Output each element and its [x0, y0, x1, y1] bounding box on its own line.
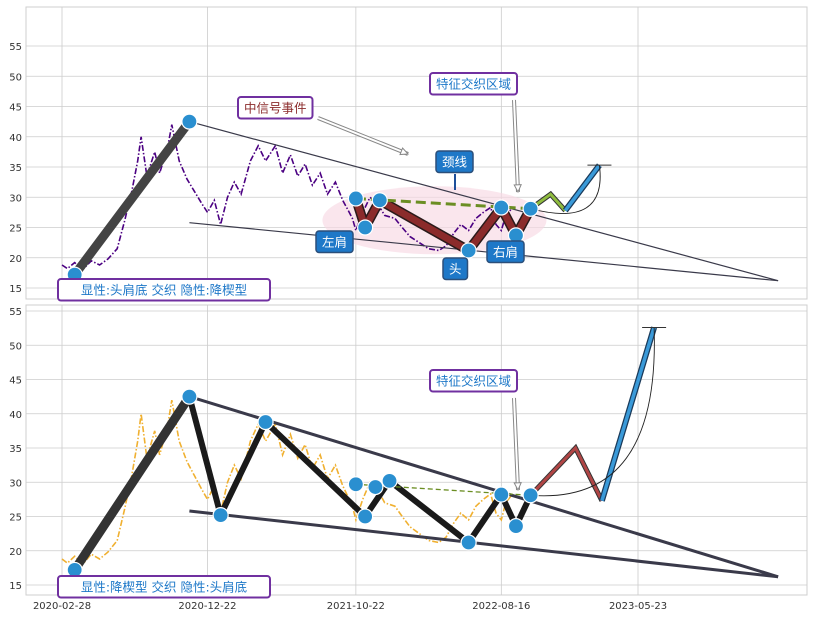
pattern-node [181, 388, 198, 405]
bottom-pattern-label: 显性:降楔型 交织 隐性:头肩底 [81, 579, 247, 594]
top-y-tick-label: 35 [9, 163, 22, 174]
rise-leg-path [70, 392, 194, 575]
left-shoulder-label-box [315, 230, 354, 254]
head-label: 头 [449, 261, 462, 276]
top-y-tick-label: 55 [9, 42, 22, 53]
pattern-node [522, 200, 539, 217]
rise-leg-path [70, 117, 194, 280]
pattern-node [381, 472, 398, 489]
bottom-y-tick-label: 55 [9, 307, 22, 318]
left-shoulder-label: 左肩 [322, 234, 347, 249]
bottom-y-tick-label: 15 [9, 581, 22, 592]
top-y-tick-label: 40 [9, 133, 22, 144]
projection-target [563, 164, 601, 212]
cross-zone-arrow-shaft-inner [513, 397, 519, 491]
top-y-tick-label: 20 [9, 254, 22, 265]
x-tick-label: 2023-05-23 [609, 601, 667, 612]
wedge-lower-line [189, 509, 779, 579]
projection-target [600, 326, 656, 502]
bottom-y-tick-label: 50 [9, 341, 22, 352]
right-shoulder-label: 右肩 [493, 244, 518, 259]
pattern-node [460, 242, 477, 259]
cross-zone-arrow-head [513, 184, 522, 194]
pattern-node [347, 476, 364, 493]
head-label-box [442, 257, 469, 281]
x-tick-label: 2020-12-22 [178, 601, 236, 612]
signal-event-label: 中信号事件 [244, 100, 307, 115]
top-y-tick-label: 45 [9, 103, 22, 114]
bottom-y-tick-label: 35 [9, 444, 22, 455]
neckline-label-box [435, 150, 474, 174]
signal-event-arrow-head [399, 147, 410, 156]
cross-zone-label-box [429, 72, 518, 96]
signal-event-label-box [237, 96, 314, 120]
bottom-panel: 15 20 25 30 35 40 45 50 55 2020-02-28 2020-12-22 20… [9, 304, 808, 612]
bottom-pattern-label-box [57, 278, 271, 302]
pattern-node [371, 192, 388, 209]
wedge-upper-line [188, 395, 779, 579]
cross-zone-arrow-head [513, 482, 522, 492]
top-y-tick-label: 30 [9, 193, 22, 204]
bottom-y-tick-label: 45 [9, 376, 22, 387]
cross-zone-label-box [429, 369, 518, 393]
x-tick-label: 2020-02-28 [33, 601, 91, 612]
pattern-node [357, 219, 374, 236]
projection-arc [530, 165, 601, 214]
x-tick-label: 2022-08-16 [472, 601, 530, 612]
pattern-node [493, 199, 510, 216]
right-shoulder-label-box [486, 240, 525, 264]
bottom-pattern-label: 显性:头肩底 交织 隐性:降楔型 [81, 282, 247, 297]
projection-arc [530, 327, 655, 497]
pattern-node [347, 190, 364, 207]
pattern-node [460, 534, 477, 551]
pattern-node [367, 478, 384, 496]
wedge-upper-line [189, 121, 779, 282]
wedge-lower-line [189, 222, 779, 282]
neckline-label: 颈线 [442, 154, 468, 169]
top-y-tick-label: 25 [9, 224, 22, 235]
pattern-node [212, 507, 229, 524]
bottom-y-tick-label: 25 [9, 513, 22, 524]
bottom-y-tick-label: 40 [9, 410, 22, 421]
cross-zone-label: 特征交织区域 [436, 76, 511, 91]
bottom-y-tick-label: 30 [9, 478, 22, 489]
pattern-node [357, 508, 374, 525]
cross-zone-label: 特征交织区域 [436, 373, 511, 388]
cross-zone-arrow-shaft-inner [513, 99, 519, 193]
pattern-node [493, 486, 510, 503]
top-y-tick-label: 15 [9, 284, 22, 295]
bottom-y-tick-label: 20 [9, 547, 22, 558]
pattern-node [181, 113, 198, 130]
bottom-plot-frame [25, 304, 808, 596]
pattern-node [257, 413, 274, 431]
wedge-path [71, 393, 534, 573]
projection-zigzag [529, 445, 604, 502]
top-panel: 15 20 25 30 35 40 45 50 55 显性:头肩底 交织 隐性:降楔型 中信号事件 特… [9, 6, 808, 302]
bottom-pattern-label-box [57, 575, 271, 599]
pattern-node [507, 517, 525, 535]
signal-event-arrow-shaft-inner [317, 117, 409, 155]
top-y-tick-label: 50 [9, 72, 22, 83]
x-tick-label: 2021-10-22 [327, 601, 385, 612]
pattern-node [522, 487, 539, 504]
projection-zigzag [529, 192, 567, 212]
